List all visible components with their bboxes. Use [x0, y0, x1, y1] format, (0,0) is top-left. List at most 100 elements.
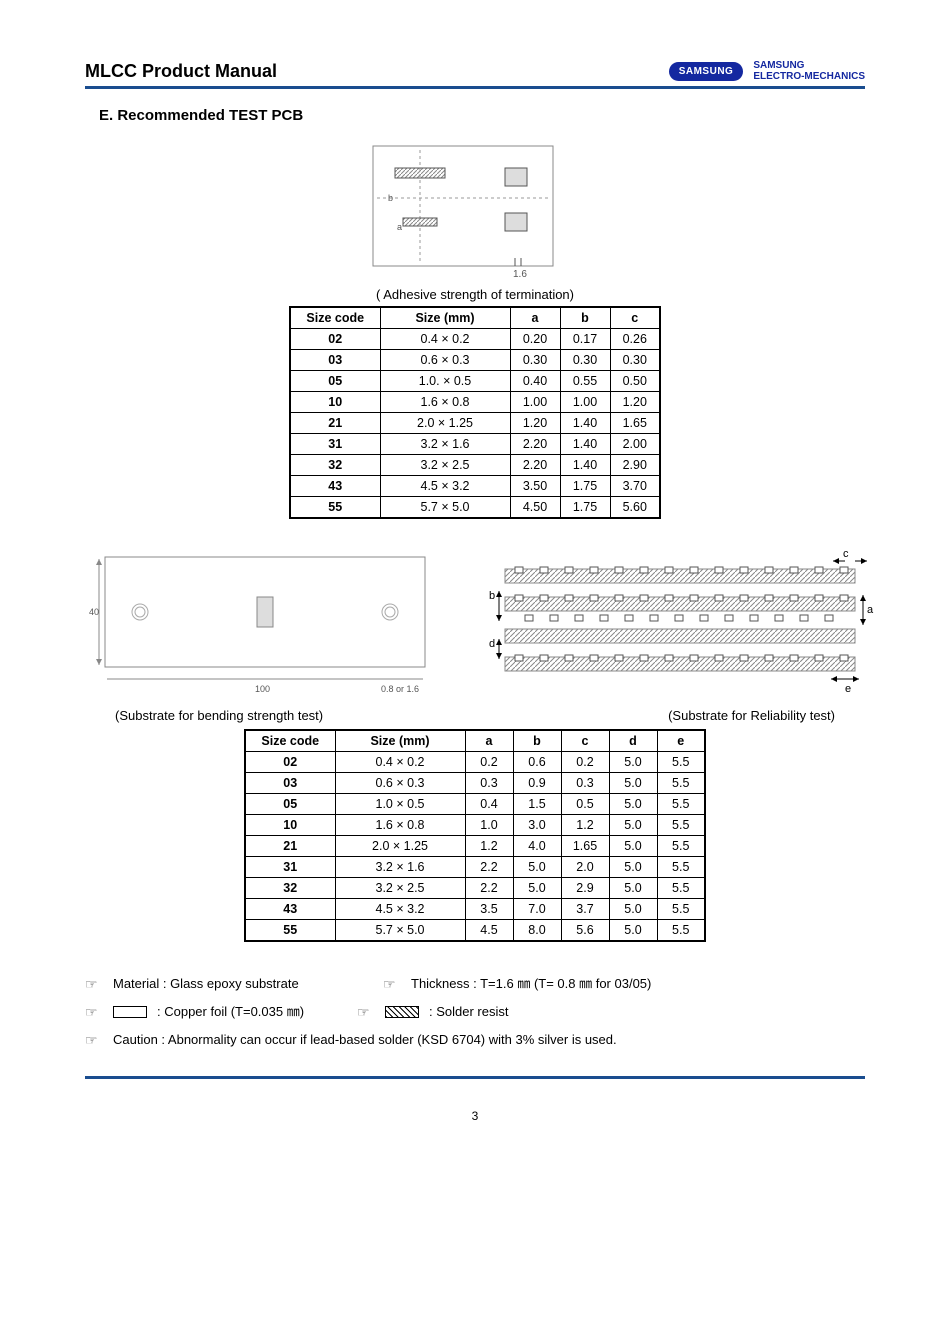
table-cell: 7.0: [513, 899, 561, 920]
table-row: 313.2 × 1.62.25.02.05.05.5: [245, 857, 705, 878]
table-header: d: [609, 730, 657, 752]
table-cell: 0.2: [465, 752, 513, 773]
table-cell: 55: [245, 920, 335, 942]
table-cell: 5.0: [609, 794, 657, 815]
table-cell: 21: [245, 836, 335, 857]
table-cell: 21: [290, 413, 380, 434]
diagrams-row: 40 100 0.8 or 1.6 c: [85, 547, 865, 702]
table-cell: 5.5: [657, 794, 705, 815]
table-cell: 2.20: [510, 434, 560, 455]
table-cell: 0.6: [513, 752, 561, 773]
table-row: 101.6 × 0.81.001.001.20: [290, 392, 660, 413]
table-cell: 0.9: [513, 773, 561, 794]
table-row: 434.5 × 3.23.501.753.70: [290, 476, 660, 497]
svg-text:d: d: [489, 638, 495, 650]
pointer-icon: ☞: [85, 970, 103, 998]
pointer-icon: ☞: [85, 998, 103, 1026]
table-cell: 32: [245, 878, 335, 899]
diagram-captions: (Substrate for bending strength test) (S…: [115, 708, 835, 723]
svg-text:a: a: [397, 222, 402, 232]
svg-text:b: b: [489, 590, 495, 602]
table-row: 323.2 × 2.52.25.02.95.05.5: [245, 878, 705, 899]
table-cell: 2.90: [610, 455, 660, 476]
table-cell: 0.2: [561, 752, 609, 773]
note-thickness: Thickness : T=1.6 ㎜ (T= 0.8 ㎜ for 03/05): [411, 971, 651, 997]
table-cell: 02: [245, 752, 335, 773]
svg-text:40: 40: [89, 607, 99, 617]
page-number: 3: [85, 1109, 865, 1123]
note-material: Material : Glass epoxy substrate: [113, 971, 373, 997]
footer-rule: [85, 1076, 865, 1079]
reliability-caption: (Substrate for Reliability test): [668, 708, 835, 723]
table-header: Size code: [245, 730, 335, 752]
table-cell: 3.5: [465, 899, 513, 920]
table-cell: 0.3: [465, 773, 513, 794]
table-cell: 1.6 × 0.8: [335, 815, 465, 836]
table-header: Size code: [290, 307, 380, 329]
table-cell: 4.0: [513, 836, 561, 857]
table-cell: 5.5: [657, 752, 705, 773]
svg-text:b: b: [388, 193, 393, 203]
table-cell: 1.40: [560, 413, 610, 434]
table-cell: 55: [290, 497, 380, 519]
bending-diagram: 40 100 0.8 or 1.6: [85, 547, 445, 702]
table-cell: 5.6: [561, 920, 609, 942]
table-cell: 3.70: [610, 476, 660, 497]
svg-text:a: a: [867, 604, 874, 616]
table-cell: 3.0: [513, 815, 561, 836]
table-cell: 05: [290, 371, 380, 392]
table-cell: 2.0: [561, 857, 609, 878]
note-solder: : Solder resist: [429, 999, 508, 1025]
table-header: Size (mm): [380, 307, 510, 329]
table-header: b: [560, 307, 610, 329]
table-cell: 0.3: [561, 773, 609, 794]
table-cell: 03: [290, 350, 380, 371]
svg-text:0.8 or 1.6: 0.8 or 1.6: [381, 684, 419, 694]
table-cell: 1.6 × 0.8: [380, 392, 510, 413]
table-header: b: [513, 730, 561, 752]
svg-text:1.6: 1.6: [513, 269, 527, 278]
table-cell: 0.20: [510, 329, 560, 350]
table-cell: 1.00: [560, 392, 610, 413]
table-cell: 03: [245, 773, 335, 794]
table-header: e: [657, 730, 705, 752]
page-header: MLCC Product Manual SAMSUNG SAMSUNG ELEC…: [85, 60, 865, 89]
notes-block: ☞ Material : Glass epoxy substrate ☞ Thi…: [85, 970, 865, 1054]
reliability-diagram: c: [475, 547, 875, 702]
table-cell: 10: [245, 815, 335, 836]
table-cell: 0.6 × 0.3: [335, 773, 465, 794]
table-cell: 0.30: [510, 350, 560, 371]
solder-resist-icon: [385, 1006, 419, 1018]
table-cell: 5.0: [513, 878, 561, 899]
table-header: c: [561, 730, 609, 752]
note-caution: Caution : Abnormality can occur if lead-…: [113, 1027, 617, 1053]
table-row: 555.7 × 5.04.501.755.60: [290, 497, 660, 519]
pointer-icon: ☞: [357, 998, 375, 1026]
table-cell: 1.40: [560, 455, 610, 476]
reliability-table: Size codeSize (mm)abcde020.4 × 0.20.20.6…: [244, 729, 706, 942]
table-cell: 0.50: [610, 371, 660, 392]
table-cell: 0.26: [610, 329, 660, 350]
samsung-logo-text: SAMSUNG ELECTRO-MECHANICS: [753, 60, 865, 82]
table-cell: 5.5: [657, 836, 705, 857]
table-cell: 5.5: [657, 920, 705, 942]
table-cell: 1.40: [560, 434, 610, 455]
table-row: 313.2 × 1.62.201.402.00: [290, 434, 660, 455]
table-cell: 5.0: [609, 899, 657, 920]
table-cell: 3.2 × 2.5: [335, 878, 465, 899]
table-cell: 5.60: [610, 497, 660, 519]
table-header: a: [465, 730, 513, 752]
table-cell: 0.55: [560, 371, 610, 392]
table-cell: 3.2 × 1.6: [380, 434, 510, 455]
svg-text:c: c: [843, 548, 849, 560]
table-cell: 1.75: [560, 497, 610, 519]
bending-caption: (Substrate for bending strength test): [115, 708, 323, 723]
table-cell: 5.0: [513, 857, 561, 878]
table-header: a: [510, 307, 560, 329]
table-cell: 3.7: [561, 899, 609, 920]
table-cell: 0.4: [465, 794, 513, 815]
table-cell: 5.0: [609, 857, 657, 878]
table-row: 020.4 × 0.20.20.60.25.05.5: [245, 752, 705, 773]
table-cell: 5.5: [657, 899, 705, 920]
table-cell: 2.0 × 1.25: [335, 836, 465, 857]
